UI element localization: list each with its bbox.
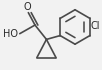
Text: HO: HO <box>3 29 18 39</box>
Text: Cl: Cl <box>91 21 100 31</box>
Text: O: O <box>24 2 31 12</box>
